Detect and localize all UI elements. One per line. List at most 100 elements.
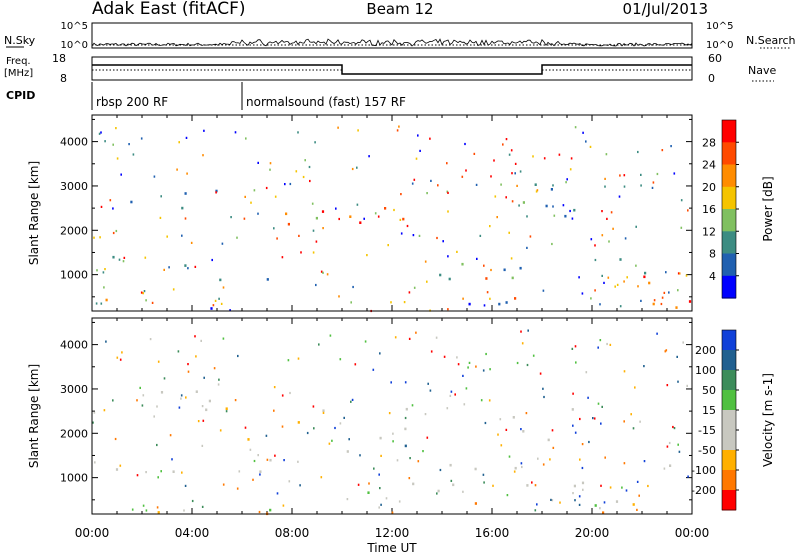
noise-cell: [236, 487, 239, 490]
noise-cell: [400, 232, 403, 235]
noise-cell: [379, 352, 381, 355]
nsearch-label: N.Search: [746, 34, 796, 47]
noise-cell: [608, 240, 610, 243]
noise-cell: [579, 458, 581, 461]
noise-cell: [537, 457, 539, 460]
cpid-label: CPID: [6, 89, 35, 102]
noise-cell: [131, 508, 134, 511]
velocity-colorbar: 200 100 50 15 -15 -50 -100 -200 Velocity [m s-1]: [691, 329, 775, 511]
scatter-cell: [648, 281, 651, 285]
noise-cell: [640, 299, 642, 302]
noise-cell: [297, 460, 299, 463]
colorbar-swatch: [722, 209, 736, 232]
noise-cell: [289, 182, 292, 186]
noise-cell: [518, 204, 520, 207]
noise-cell: [665, 271, 667, 274]
noise-cell: [112, 231, 115, 235]
noise-cell: [581, 443, 584, 446]
noise-cell: [222, 286, 225, 289]
colorbar-swatch: [722, 450, 736, 471]
noise-cell: [257, 212, 259, 215]
noise-cell: [306, 431, 309, 435]
noise-cell: [484, 421, 487, 425]
scatter-cell: [404, 427, 407, 431]
noise-cell: [156, 506, 159, 509]
noise-cell: [98, 132, 101, 135]
noise-cell: [269, 168, 271, 171]
freq-panel: [91, 56, 693, 81]
noise-cell: [140, 137, 143, 140]
noise-cell: [368, 482, 370, 485]
noise-cell: [639, 420, 641, 423]
scatter-cell: [485, 277, 488, 280]
noise-cell: [339, 358, 342, 361]
noise-cell: [245, 137, 247, 140]
noise-cell: [105, 340, 107, 343]
noise-cell: [516, 184, 518, 187]
nsky-trace: [91, 38, 693, 47]
noise-cell: [673, 427, 676, 430]
noise-cell: [462, 297, 464, 300]
noise-cell: [243, 217, 246, 220]
noise-cell: [265, 434, 268, 437]
scatter-cell: [581, 481, 585, 485]
noise-cell: [222, 337, 225, 340]
noise-cell: [201, 505, 204, 508]
noise-cell: [594, 258, 597, 262]
noise-cell: [249, 448, 252, 451]
noise-cell: [551, 499, 554, 502]
scatter-cell: [384, 207, 387, 210]
noise-cell: [590, 297, 592, 300]
noise-cell: [623, 185, 626, 188]
y-tick-label: 2000: [60, 224, 88, 237]
noise-cell: [99, 236, 101, 239]
colorbar-frame: [721, 329, 737, 511]
noise-cell: [297, 357, 300, 360]
freq-tick-bottom: 8: [60, 72, 67, 85]
noise-cell: [666, 445, 669, 448]
noise-cell: [489, 368, 491, 371]
scatter-cell: [105, 298, 108, 302]
scatter-cell: [321, 210, 325, 213]
scatter-cell: [449, 463, 452, 467]
noise-cell: [604, 185, 606, 188]
noise-cell: [172, 288, 175, 291]
noise-cell: [670, 145, 672, 148]
noise-cell: [385, 497, 388, 500]
y-axis-title: Slant Range [km]: [27, 364, 41, 468]
noise-cell: [186, 172, 188, 175]
noise-cell: [202, 154, 204, 157]
noise-cell: [532, 155, 534, 158]
colorbar-swatch: [722, 390, 736, 411]
noise-cell: [379, 487, 381, 490]
noise-cell: [215, 191, 217, 194]
noise-cell: [656, 332, 658, 335]
noise-cell: [600, 484, 602, 487]
noise-cell: [479, 234, 482, 237]
noise-cell: [424, 260, 427, 263]
noise-cell: [203, 129, 205, 132]
freq-label-line1: Freq.: [6, 56, 31, 67]
noise-cell: [516, 361, 519, 365]
colorbar-tick-label: -15: [698, 424, 716, 437]
noise-cell: [656, 172, 659, 176]
noise-cell: [380, 454, 382, 457]
noise-cell: [418, 234, 421, 237]
noise-cell: [430, 350, 433, 353]
scatter-cell: [461, 262, 464, 266]
noise-cell: [320, 476, 323, 479]
noise-cell: [322, 411, 325, 414]
colorbar-tick-label: 4: [709, 270, 716, 283]
noise-cell: [408, 477, 411, 480]
noise-cell: [570, 157, 573, 160]
noise-cell: [590, 238, 593, 241]
y-tick-label: 2000: [60, 427, 88, 440]
noise-cell: [677, 289, 679, 292]
scatter-cell: [452, 483, 455, 487]
noise-cell: [187, 267, 189, 270]
noise-cell: [178, 406, 181, 409]
noise-cell: [144, 256, 147, 259]
noise-cell: [287, 359, 290, 362]
noise-cell: [606, 342, 608, 346]
